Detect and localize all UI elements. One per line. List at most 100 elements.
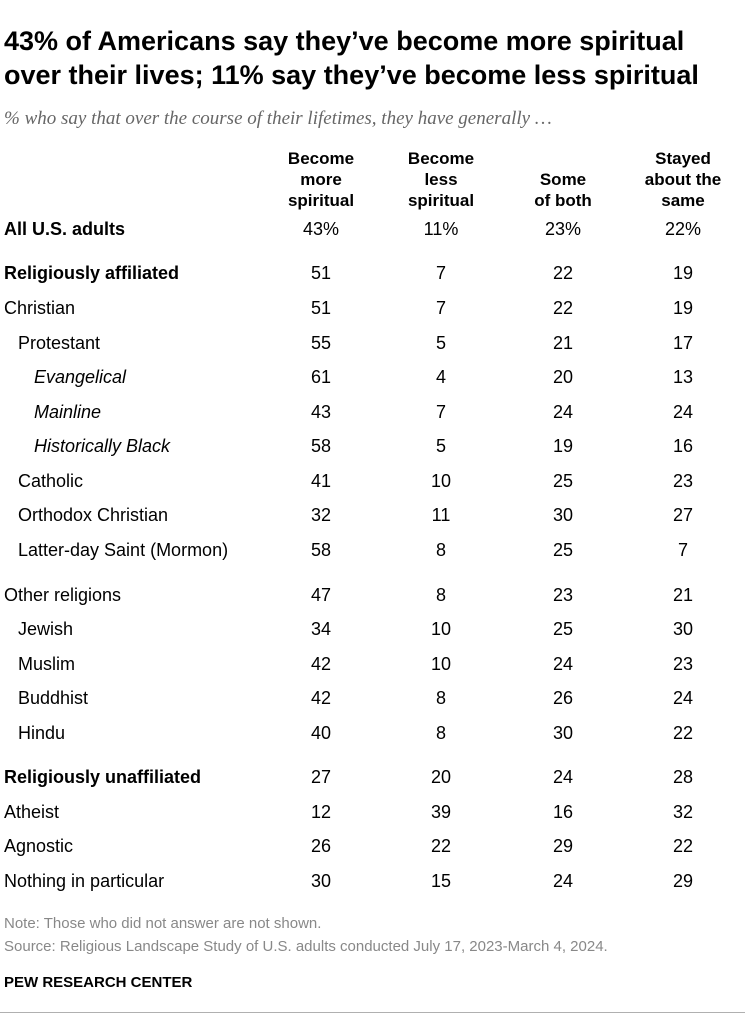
table-cell: 15 [430,871,452,891]
table-cell: 26 [552,688,574,708]
table-cell: 22 [430,836,452,856]
table-row: Christian 51 7 22 19 [0,294,745,322]
table-cell: 24 [672,688,694,708]
table-cell: 13 [672,367,694,387]
row-label: Evangelical [34,367,127,387]
table-cell: 42 [310,688,332,708]
table-cell: 41 [310,471,332,491]
table-cell: 47 [310,585,332,605]
table-cell: 5 [435,436,446,456]
table-cell: 7 [435,263,446,283]
table-cell: 10 [430,619,452,639]
table-row: Buddhist 42 8 26 24 [0,684,745,712]
table-cell: 43% [302,219,340,239]
table-cell: 58 [310,540,332,560]
table-cell: 29 [672,871,694,891]
table-cell: 39 [430,802,452,822]
table-cell: 34 [310,619,332,639]
table-cell: 27 [672,505,694,525]
table-cell: 22 [672,836,694,856]
table-cell: 27 [310,767,332,787]
table-cell: 23% [544,219,582,239]
table-cell: 26 [310,836,332,856]
table-row: Atheist 12 39 16 32 [0,798,745,826]
table-cell: 7 [435,402,446,422]
table-cell: 20 [552,367,574,387]
row-label: Other religions [4,585,122,605]
table-cell: 24 [552,402,574,422]
table-cell: 25 [552,471,574,491]
table-cell: 21 [672,585,694,605]
table-cell: 28 [672,767,694,787]
chart-title: 43% of Americans say they’ve become more… [4,26,699,90]
table-cell: 40 [310,723,332,743]
table-row: Latter-day Saint (Mormon) 58 8 25 7 [0,536,745,564]
table-row: Agnostic 26 22 29 22 [0,832,745,860]
table-cell: 5 [435,333,446,353]
table-row: Evangelical 61 4 20 13 [0,363,745,391]
column-header: Become less spiritual [407,149,475,210]
table-cell: 8 [435,585,446,605]
table-cell: 58 [310,436,332,456]
table-cell: 30 [310,871,332,891]
table-cell: 24 [552,654,574,674]
row-label: Orthodox Christian [18,505,169,525]
source-text: Source: Religious Landscape Study of U.S… [4,938,608,955]
table-cell: 43 [310,402,332,422]
table-cell: 20 [430,767,452,787]
table-cell: 32 [310,505,332,525]
column-header: Some of both [534,170,592,210]
table-cell: 24 [672,402,694,422]
table-cell: 10 [430,654,452,674]
row-label: All U.S. adults [4,219,126,239]
table-cell: 29 [552,836,574,856]
row-label: Religiously unaffiliated [4,767,202,787]
row-label: Atheist [4,802,60,822]
table-cell: 30 [552,505,574,525]
row-label: Protestant [18,333,101,353]
table-cell: 25 [552,619,574,639]
row-label: Religiously affiliated [4,263,180,283]
table-cell: 4 [435,367,446,387]
table-cell: 23 [552,585,574,605]
table-cell: 19 [672,298,694,318]
table-cell: 11 [431,505,451,525]
table-cell: 8 [435,723,446,743]
table-cell: 22 [672,723,694,743]
table-cell: 7 [677,540,688,560]
row-label: Historically Black [34,436,171,456]
table-row: Nothing in particular 30 15 24 29 [0,867,745,895]
chart-subtitle: % who say that over the course of their … [4,108,552,129]
table-row: Catholic 41 10 25 23 [0,467,745,495]
table-cell: 22 [552,263,574,283]
table-cell: 8 [435,688,446,708]
row-label: Muslim [18,654,75,674]
table-cell: 16 [672,436,694,456]
table-row: Muslim 42 10 24 23 [0,650,745,678]
table-row: Religiously affiliated 51 7 22 19 [0,259,745,287]
table-cell: 23 [672,471,694,491]
table-cell: 24 [552,871,574,891]
table-cell: 30 [672,619,694,639]
column-header: Stayed about the same [644,149,722,210]
row-label: Latter-day Saint (Mormon) [18,540,229,560]
table-cell: 11% [423,219,459,239]
table-cell: 55 [310,333,332,353]
footer-rule [0,1012,745,1013]
table-cell: 24 [552,767,574,787]
table-cell: 22 [552,298,574,318]
table-row: Religiously unaffiliated 27 20 24 28 [0,763,745,791]
row-label: Agnostic [4,836,74,856]
table-row: Other religions 47 8 23 21 [0,581,745,609]
table-row: Orthodox Christian 32 11 30 27 [0,501,745,529]
table-cell: 19 [672,263,694,283]
table-row: Jewish 34 10 25 30 [0,615,745,643]
table-cell: 17 [672,333,694,353]
row-label: Mainline [34,402,102,422]
table-cell: 30 [552,723,574,743]
table-cell: 16 [552,802,574,822]
row-label: Catholic [18,471,84,491]
table-cell: 12 [310,802,332,822]
table-cell: 23 [672,654,694,674]
table-cell: 42 [310,654,332,674]
